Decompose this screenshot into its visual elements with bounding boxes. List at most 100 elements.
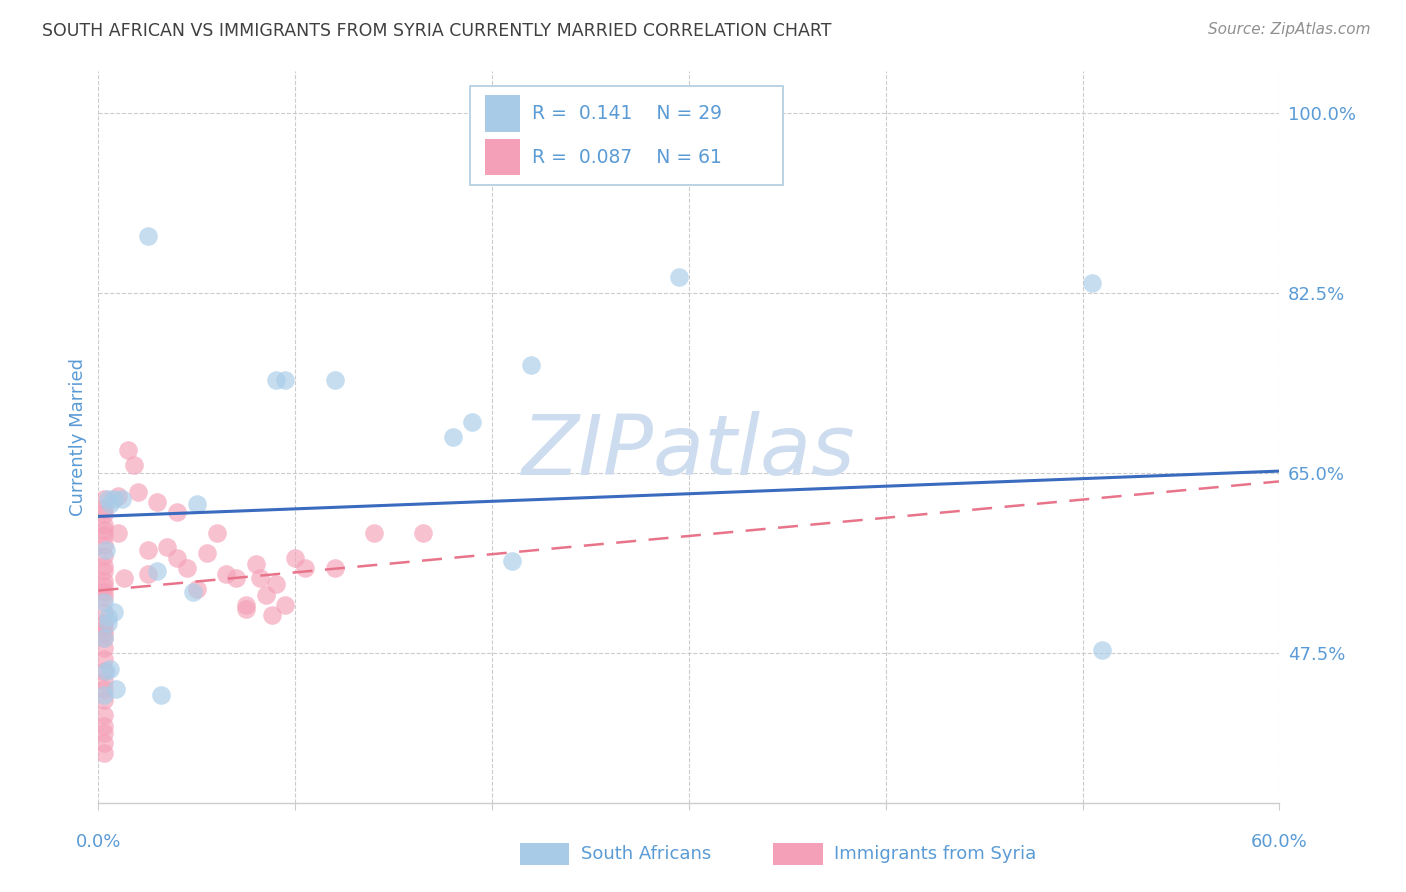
Point [93, 641, 115, 656]
Point [97, 491, 120, 506]
Point [107, 525, 129, 540]
Point [98, 497, 121, 511]
Point [260, 608, 283, 623]
Point [93, 508, 115, 522]
Point [96, 664, 118, 678]
Point [93, 579, 115, 593]
Point [166, 505, 188, 519]
Point [264, 577, 287, 591]
Text: R =  0.141    N = 29: R = 0.141 N = 29 [531, 104, 721, 123]
Point [93, 718, 115, 732]
Point [136, 543, 159, 558]
FancyBboxPatch shape [471, 86, 783, 185]
Point [93, 625, 115, 640]
Point [97, 610, 120, 624]
Point [156, 541, 179, 555]
Point [136, 229, 159, 244]
Point [93, 595, 115, 609]
Point [93, 574, 115, 589]
Point [461, 415, 484, 429]
Point [103, 605, 125, 619]
Point [103, 491, 125, 506]
Point [274, 373, 297, 387]
Point [112, 571, 135, 585]
FancyBboxPatch shape [485, 95, 520, 132]
FancyBboxPatch shape [485, 139, 520, 176]
Point [96, 543, 118, 558]
Point [98, 662, 121, 676]
Text: R =  0.087    N = 61: R = 0.087 N = 61 [531, 147, 721, 167]
Point [254, 588, 277, 602]
Point [93, 693, 115, 707]
Point [93, 523, 115, 537]
Point [264, 373, 287, 387]
Point [205, 525, 228, 540]
Point [1091, 643, 1114, 657]
Point [127, 484, 149, 499]
Point [93, 615, 115, 630]
Point [176, 561, 198, 575]
Point [146, 495, 169, 509]
Point [93, 725, 115, 739]
Point [363, 525, 385, 540]
Point [93, 558, 115, 573]
Point [93, 605, 115, 619]
Point [274, 598, 297, 612]
Point [294, 561, 316, 575]
Point [323, 561, 346, 575]
Point [146, 564, 169, 578]
Point [93, 549, 115, 563]
Y-axis label: Currently Married: Currently Married [69, 358, 87, 516]
Point [501, 554, 523, 568]
Point [323, 373, 346, 387]
Point [93, 517, 115, 532]
Point [107, 489, 129, 503]
Point [520, 358, 543, 372]
Point [245, 557, 267, 571]
Point [93, 528, 115, 542]
Point [93, 651, 115, 665]
Point [412, 525, 434, 540]
Point [122, 458, 145, 472]
Point [117, 443, 139, 458]
Point [181, 584, 204, 599]
Point [111, 491, 134, 506]
Point [93, 631, 115, 645]
Point [186, 497, 208, 511]
Point [93, 747, 115, 761]
Point [93, 682, 115, 697]
Text: 60.0%: 60.0% [1251, 833, 1308, 851]
Text: South Africans: South Africans [581, 845, 711, 863]
Point [93, 621, 115, 635]
Text: Immigrants from Syria: Immigrants from Syria [834, 845, 1036, 863]
Point [1081, 276, 1104, 290]
Point [93, 491, 115, 506]
Point [235, 602, 257, 616]
Text: SOUTH AFRICAN VS IMMIGRANTS FROM SYRIA CURRENTLY MARRIED CORRELATION CHART: SOUTH AFRICAN VS IMMIGRANTS FROM SYRIA C… [42, 22, 832, 40]
Point [235, 598, 257, 612]
Point [93, 564, 115, 578]
Text: Source: ZipAtlas.com: Source: ZipAtlas.com [1208, 22, 1371, 37]
Point [249, 571, 271, 585]
Point [668, 270, 690, 285]
Text: 0.0%: 0.0% [76, 833, 121, 851]
Point [93, 590, 115, 604]
Point [186, 582, 208, 596]
Point [93, 631, 115, 645]
Point [93, 664, 115, 678]
Point [93, 688, 115, 702]
Point [93, 584, 115, 599]
Point [93, 538, 115, 552]
Point [225, 571, 247, 585]
Point [93, 674, 115, 689]
Text: ZIPatlas: ZIPatlas [522, 411, 856, 492]
Point [93, 736, 115, 750]
Point [215, 567, 238, 582]
Point [93, 708, 115, 723]
Point [166, 550, 188, 565]
Point [284, 550, 307, 565]
Point [195, 547, 218, 561]
Point [97, 615, 120, 630]
Point [136, 567, 159, 582]
Point [150, 688, 173, 702]
